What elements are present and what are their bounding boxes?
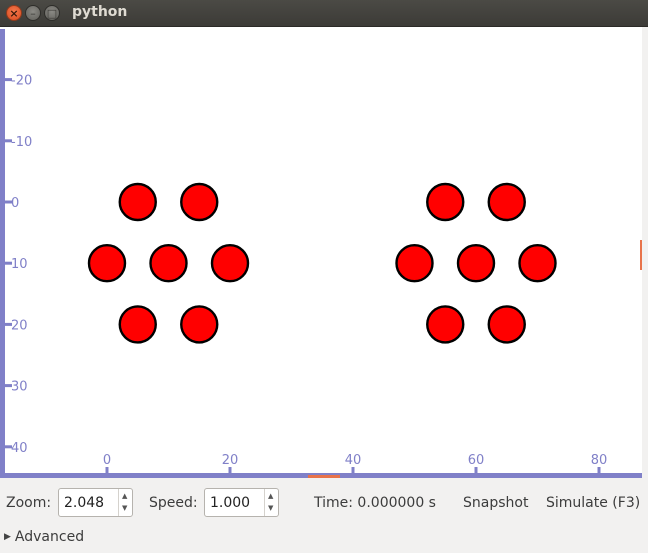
plot-svg[interactable]: -20 -10 0 10 20 30 40 0 20 40 60 80: [0, 27, 648, 478]
particle: [426, 182, 465, 222]
particle: [456, 243, 496, 283]
zoom-label: Zoom:: [6, 495, 52, 511]
zoom-value[interactable]: 2.048: [64, 495, 105, 511]
advanced-label: Advanced: [14, 529, 85, 545]
spin-down-icon[interactable]: ▼: [122, 504, 128, 512]
y-tick: [4, 139, 12, 143]
x-tick-label: 0: [103, 453, 111, 468]
spin-down-icon[interactable]: ▼: [268, 504, 274, 512]
particle: [118, 182, 157, 222]
particle: [395, 243, 434, 283]
x-tick-label: 40: [345, 453, 362, 468]
particle: [426, 305, 465, 344]
y-tick: [4, 445, 12, 449]
y-tick-label: 40: [11, 441, 28, 456]
particle: [118, 305, 157, 344]
y-axis-line: [0, 29, 5, 478]
y-tick: [4, 322, 12, 326]
spin-up-icon[interactable]: ▲: [268, 492, 274, 500]
maximize-icon[interactable]: □: [44, 5, 60, 21]
spin-up-icon[interactable]: ▲: [122, 492, 128, 500]
particle: [149, 243, 188, 283]
advanced-expander[interactable]: ▶ Advanced: [4, 529, 84, 545]
speed-stepper[interactable]: ▲ ▼: [264, 489, 278, 516]
title-bar: × – □ python: [0, 0, 648, 27]
x-tick-label: 20: [222, 453, 239, 468]
snapshot-button[interactable]: Snapshot: [463, 495, 529, 511]
x-tick-label: 80: [591, 453, 608, 468]
zoom-stepper[interactable]: ▲ ▼: [118, 489, 132, 516]
toolbar: Zoom: 2.048 ▲ ▼ Speed: 1.000 ▲ ▼ Time: 0…: [0, 478, 648, 528]
axis-marker: [308, 475, 340, 478]
particle: [518, 243, 557, 283]
particle: [487, 305, 526, 344]
time-readout: Time: 0.000000 s: [314, 495, 436, 511]
x-tick: [597, 467, 601, 475]
particle: [180, 182, 219, 222]
window-title: python: [72, 4, 128, 20]
window-edge: [642, 27, 648, 478]
y-tick: [4, 78, 12, 82]
x-tick: [228, 467, 232, 475]
y-tick-label: -10: [11, 135, 32, 150]
zoom-spinbox[interactable]: 2.048 ▲ ▼: [58, 488, 133, 517]
x-tick: [474, 467, 478, 475]
simulation-canvas[interactable]: -20 -10 0 10 20 30 40 0 20 40 60 80: [0, 27, 648, 478]
x-tick: [351, 467, 355, 475]
close-icon[interactable]: ×: [6, 5, 22, 21]
y-tick: [4, 261, 12, 265]
y-tick-label: 0: [11, 196, 19, 211]
y-tick-label: 30: [11, 380, 28, 395]
speed-label: Speed:: [149, 495, 198, 511]
y-tick: [4, 200, 12, 204]
y-tick-label: -20: [11, 74, 32, 89]
particle: [87, 243, 127, 283]
x-tick: [105, 467, 109, 475]
x-tick-label: 60: [468, 453, 485, 468]
minimize-icon[interactable]: –: [25, 5, 41, 21]
y-tick: [4, 384, 12, 388]
y-tick-label: 20: [11, 318, 28, 333]
speed-value[interactable]: 1.000: [210, 495, 251, 511]
particle: [180, 305, 219, 344]
simulate-button[interactable]: Simulate (F3): [546, 495, 641, 511]
particle: [487, 182, 526, 222]
particle: [210, 243, 250, 283]
y-tick-label: 10: [11, 257, 28, 272]
speed-spinbox[interactable]: 1.000 ▲ ▼: [204, 488, 279, 517]
triangle-right-icon[interactable]: ▶: [4, 532, 11, 542]
